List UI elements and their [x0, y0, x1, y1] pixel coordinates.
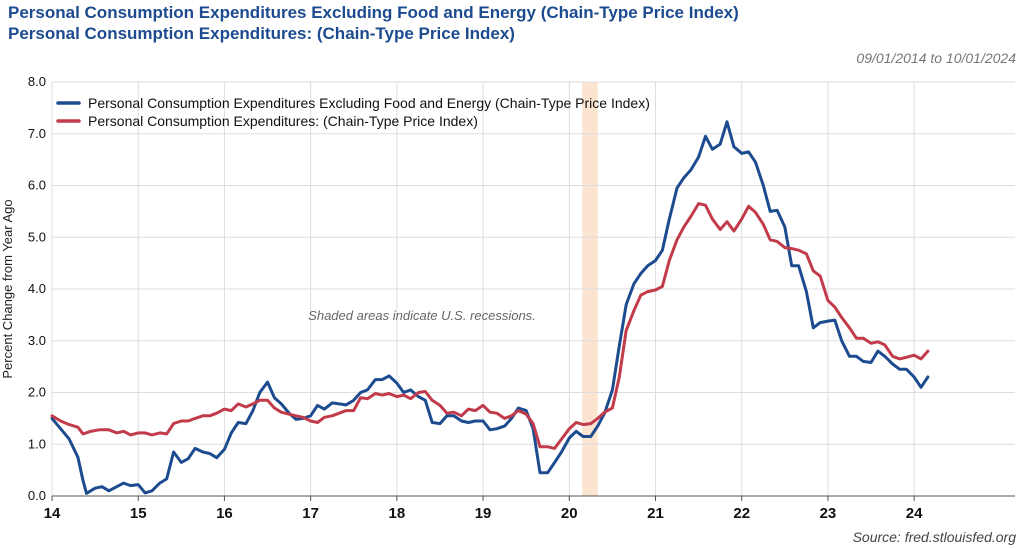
y-tick-label: 0.0	[28, 488, 46, 503]
source-label: Source: fred.stlouisfed.org	[852, 529, 1016, 545]
y-tick-label: 2.0	[28, 385, 46, 400]
y-tick-label: 5.0	[28, 229, 46, 244]
x-tick-label: 21	[647, 505, 664, 522]
x-tick-label: 14	[44, 505, 61, 522]
x-tick-label: 16	[216, 505, 233, 522]
date-range-label: 09/01/2014 to 10/01/2024	[856, 50, 1016, 66]
x-tick-label: 15	[130, 505, 147, 522]
x-tick-label: 17	[302, 505, 319, 522]
series-line-1	[50, 120, 930, 495]
x-tick-label: 22	[733, 505, 750, 522]
chart-title-line-2: Personal Consumption Expenditures: (Chai…	[8, 24, 515, 43]
chart-title-block: Personal Consumption Expenditures Exclud…	[8, 2, 739, 44]
y-tick-label: 6.0	[28, 178, 46, 193]
y-tick-label: 8.0	[28, 74, 46, 89]
y-axis-title: Percent Change from Year Ago	[0, 199, 15, 378]
chart-title-line-1: Personal Consumption Expenditures Exclud…	[8, 3, 739, 22]
legend-label-1: Personal Consumption Expenditures Exclud…	[88, 95, 650, 111]
y-tick-label: 7.0	[28, 126, 46, 141]
x-tick-label: 24	[906, 505, 923, 522]
y-tick-label: 3.0	[28, 333, 46, 348]
legend-label-2: Personal Consumption Expenditures: (Chai…	[88, 113, 478, 129]
x-tick-label: 19	[475, 505, 492, 522]
series-line-2	[50, 202, 930, 450]
recession-note: Shaded areas indicate U.S. recessions.	[308, 308, 536, 323]
x-tick-label: 23	[820, 505, 837, 522]
x-tick-label: 20	[561, 505, 578, 522]
y-tick-label: 4.0	[28, 281, 46, 296]
y-tick-label: 1.0	[28, 436, 46, 451]
x-tick-label: 18	[389, 505, 406, 522]
